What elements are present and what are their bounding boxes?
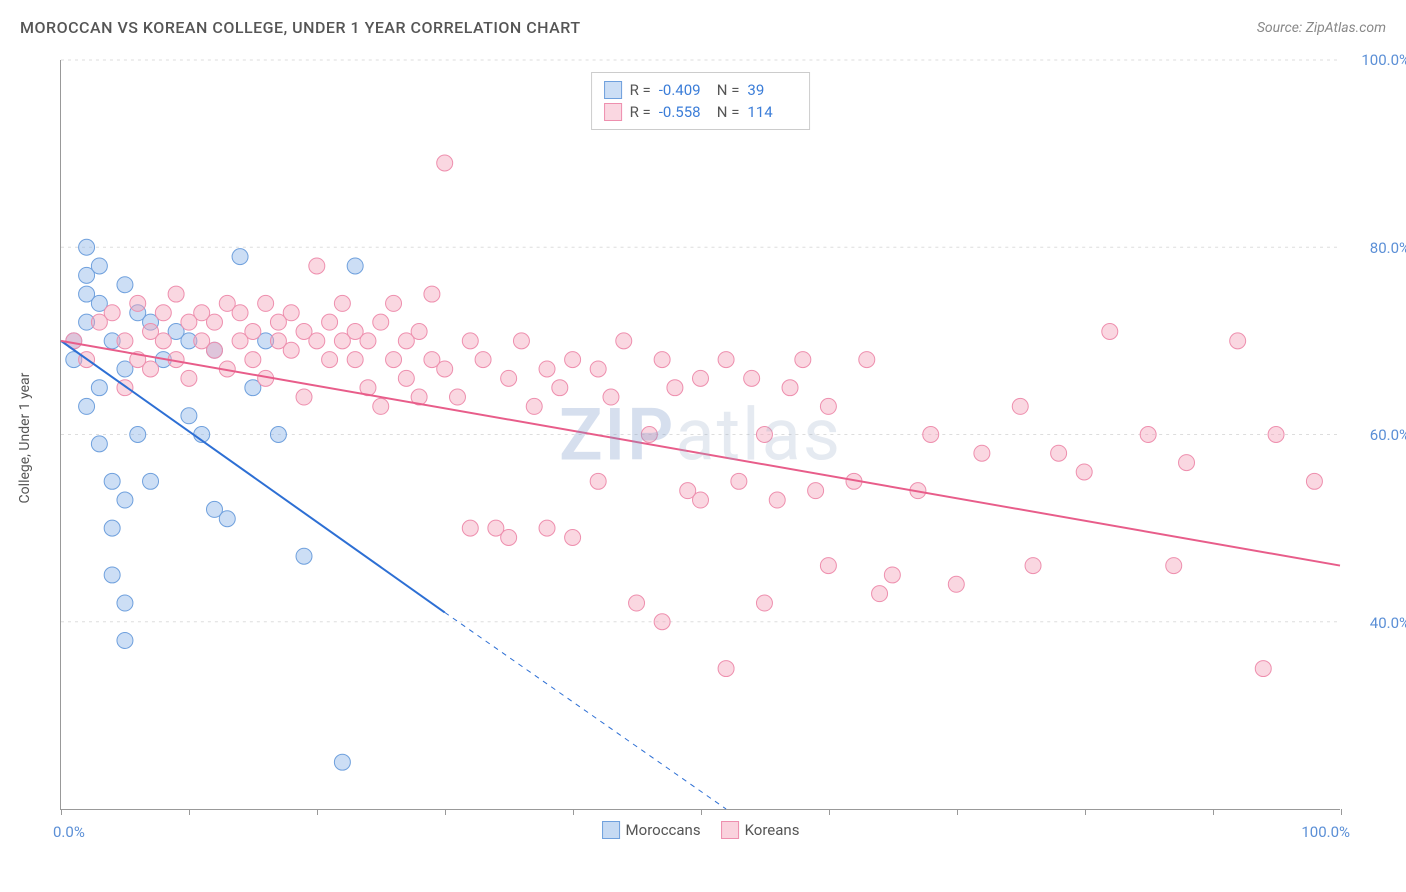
n-label: N = — [717, 101, 740, 123]
plot-region: ZIPatlas R = -0.409 N = 39 R = -0.558 N … — [60, 60, 1340, 810]
x-tick — [317, 809, 318, 815]
legend-label: Moroccans — [626, 821, 701, 839]
y-tick-label: 60.0% — [1370, 426, 1406, 444]
chart-area: ZIPatlas R = -0.409 N = 39 R = -0.558 N … — [50, 50, 1350, 830]
legend-swatch-icon — [721, 821, 739, 839]
x-axis-max-label: 100.0% — [1301, 823, 1350, 841]
x-tick — [573, 809, 574, 815]
legend-row-koreans: R = -0.558 N = 114 — [604, 101, 798, 123]
x-tick — [1213, 809, 1214, 815]
y-tick-label: 80.0% — [1370, 239, 1406, 257]
x-tick — [1341, 809, 1342, 815]
legend-label: Koreans — [745, 821, 800, 839]
n-label: N = — [717, 79, 740, 101]
r-value-moroccans: -0.409 — [659, 79, 709, 101]
legend-item-koreans: Koreans — [721, 821, 800, 839]
y-tick-label: 100.0% — [1361, 51, 1406, 69]
x-tick — [189, 809, 190, 815]
legend-row-moroccans: R = -0.409 N = 39 — [604, 79, 798, 101]
series-legend: Moroccans Koreans — [602, 821, 800, 839]
x-tick — [61, 809, 62, 815]
r-label: R = — [630, 101, 651, 123]
n-value-moroccans: 39 — [747, 79, 797, 101]
legend-swatch-koreans — [604, 103, 622, 121]
y-axis-label-area: College, Under 1 year — [10, 50, 40, 830]
n-value-koreans: 114 — [747, 101, 797, 123]
correlation-legend: R = -0.409 N = 39 R = -0.558 N = 114 — [591, 72, 811, 130]
legend-swatch-moroccans — [604, 81, 622, 99]
y-tick-label: 40.0% — [1370, 614, 1406, 632]
chart-header: MOROCCAN VS KOREAN COLLEGE, UNDER 1 YEAR… — [20, 18, 1386, 37]
x-tick — [1085, 809, 1086, 815]
x-tick — [957, 809, 958, 815]
legend-swatch-icon — [602, 821, 620, 839]
chart-source: Source: ZipAtlas.com — [1257, 20, 1386, 36]
x-axis-min-label: 0.0% — [53, 823, 85, 841]
r-value-koreans: -0.558 — [659, 101, 709, 123]
scatter-svg — [61, 60, 1340, 809]
y-axis-label: College, Under 1 year — [17, 363, 33, 513]
x-tick — [445, 809, 446, 815]
x-tick — [829, 809, 830, 815]
r-label: R = — [630, 79, 651, 101]
x-tick — [701, 809, 702, 815]
chart-title: MOROCCAN VS KOREAN COLLEGE, UNDER 1 YEAR… — [20, 18, 581, 37]
legend-item-moroccans: Moroccans — [602, 821, 701, 839]
